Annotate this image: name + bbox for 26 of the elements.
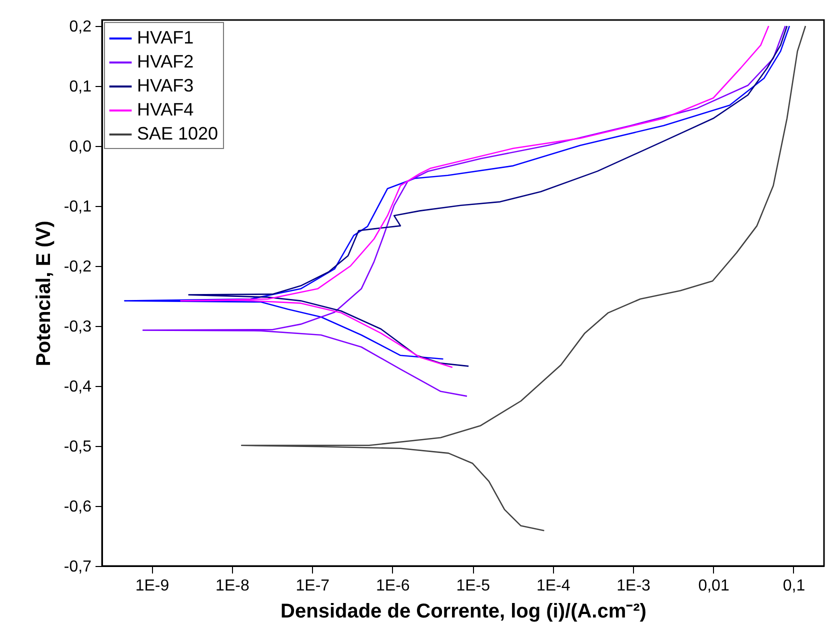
- x-tick-label: 1E-5: [456, 578, 490, 594]
- legend-label: SAE 1020: [137, 124, 218, 144]
- y-tick-label: 0,2: [69, 18, 92, 36]
- legend-label: HVAF3: [137, 76, 194, 96]
- x-tick-label: 1E-9: [135, 578, 170, 594]
- y-tick-label: -0,4: [64, 378, 92, 396]
- x-tick-label: 1E-7: [296, 578, 330, 594]
- x-tick-label: 1E-4: [536, 578, 570, 594]
- x-tick-label: 0,1: [782, 578, 806, 594]
- y-tick-label: 0,0: [69, 138, 92, 156]
- y-tick-label: 0,1: [69, 78, 92, 96]
- legend-label: HVAF1: [137, 28, 194, 48]
- x-tick-label: 1E-6: [376, 578, 410, 594]
- y-tick-label: -0,2: [64, 258, 92, 276]
- y-tick-label: -0,5: [64, 438, 92, 456]
- y-tick-label: -0,7: [64, 558, 92, 576]
- legend-label: HVAF2: [137, 52, 194, 72]
- y-tick-label: -0,6: [64, 498, 92, 516]
- y-axis-title: Potencial, E (V): [32, 220, 55, 366]
- legend-label: HVAF4: [137, 100, 194, 120]
- x-tick-label: 0,01: [698, 578, 730, 594]
- y-tick-label: -0,3: [64, 318, 92, 336]
- x-tick-label: 1E-3: [616, 578, 651, 594]
- x-tick-label: 1E-8: [216, 578, 250, 594]
- y-tick-label: -0,1: [64, 198, 92, 216]
- x-axis-title: Densidade de Corrente, log (i)/(A.cm⁻²): [280, 600, 646, 622]
